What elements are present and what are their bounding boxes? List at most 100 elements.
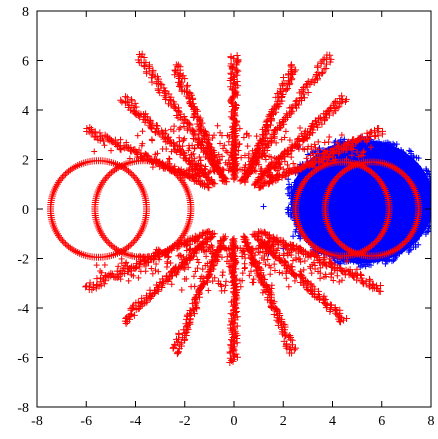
data-point	[360, 152, 367, 159]
data-point	[318, 70, 326, 78]
data-point	[163, 263, 170, 270]
data-point	[168, 148, 175, 155]
y-tick-label: -4	[17, 302, 29, 317]
data-point	[231, 123, 238, 130]
data-point	[110, 274, 117, 281]
data-point	[190, 113, 198, 121]
data-point	[330, 99, 338, 107]
data-point	[146, 61, 154, 69]
data-point	[287, 213, 294, 220]
data-point	[174, 63, 182, 71]
data-point	[175, 348, 183, 356]
data-point	[267, 304, 275, 312]
data-point	[337, 170, 345, 178]
data-point	[290, 160, 297, 167]
data-point	[315, 138, 322, 145]
data-point	[288, 349, 296, 357]
data-point	[300, 275, 307, 282]
x-tick-label: 2	[280, 414, 287, 429]
data-point	[174, 168, 181, 175]
data-point	[253, 133, 260, 140]
data-point	[334, 237, 342, 245]
data-point	[308, 170, 316, 178]
data-point	[101, 262, 108, 269]
data-point	[312, 266, 319, 273]
data-point	[386, 140, 393, 147]
data-point	[175, 265, 182, 272]
x-tick-label: 4	[329, 414, 336, 429]
data-point	[118, 255, 125, 262]
data-point	[178, 86, 186, 94]
data-point	[171, 66, 179, 74]
data-point	[306, 163, 313, 170]
data-point	[379, 257, 386, 264]
data-point	[267, 271, 274, 278]
data-point	[355, 153, 362, 160]
data-point	[139, 140, 146, 147]
data-point	[182, 170, 189, 177]
data-point	[250, 276, 257, 283]
data-point	[353, 266, 360, 273]
data-point	[268, 282, 275, 289]
data-point	[264, 284, 271, 291]
data-point	[204, 154, 212, 162]
data-point	[334, 139, 341, 146]
data-point	[187, 207, 195, 215]
data-point	[248, 262, 255, 269]
data-point	[398, 147, 405, 154]
data-point	[408, 181, 416, 189]
data-point	[285, 176, 292, 183]
data-point	[164, 258, 171, 265]
data-point	[324, 159, 331, 166]
data-point	[403, 174, 411, 182]
data-point	[415, 241, 422, 248]
data-point	[394, 166, 402, 174]
data-point	[223, 246, 230, 253]
data-point	[290, 233, 297, 240]
data-point	[174, 73, 182, 81]
data-point	[125, 277, 132, 284]
data-point	[108, 147, 115, 154]
data-point	[226, 133, 233, 140]
data-point	[223, 147, 230, 154]
data-point	[202, 153, 209, 160]
data-point	[259, 137, 266, 144]
data-point	[117, 146, 125, 154]
data-point	[434, 208, 438, 214]
data-point	[185, 264, 192, 271]
data-point	[163, 272, 171, 280]
data-point	[292, 202, 299, 209]
data-point	[241, 152, 248, 159]
data-point	[227, 151, 234, 158]
data-point	[353, 276, 361, 284]
data-point	[367, 262, 374, 269]
data-point	[83, 282, 91, 290]
data-point	[286, 249, 293, 256]
data-point	[101, 235, 109, 243]
data-point	[402, 173, 410, 181]
data-point	[288, 341, 296, 349]
data-point	[391, 230, 398, 237]
data-point	[86, 123, 94, 131]
data-point	[273, 316, 281, 324]
data-point	[196, 244, 203, 251]
data-point	[127, 96, 135, 104]
data-point	[423, 165, 430, 172]
data-point	[386, 256, 393, 263]
data-point	[304, 77, 312, 85]
plot-content	[47, 50, 438, 366]
data-point	[263, 249, 270, 256]
data-point	[233, 52, 241, 60]
data-point	[190, 273, 197, 280]
data-point	[322, 271, 329, 278]
data-point	[217, 281, 224, 288]
data-point	[217, 140, 224, 147]
data-point	[257, 277, 264, 284]
data-point	[313, 244, 321, 252]
y-tick-label: -8	[17, 401, 29, 416]
data-point	[275, 159, 282, 166]
data-point	[196, 153, 203, 160]
data-point	[291, 344, 299, 352]
data-point	[254, 159, 261, 166]
data-point	[202, 163, 209, 170]
